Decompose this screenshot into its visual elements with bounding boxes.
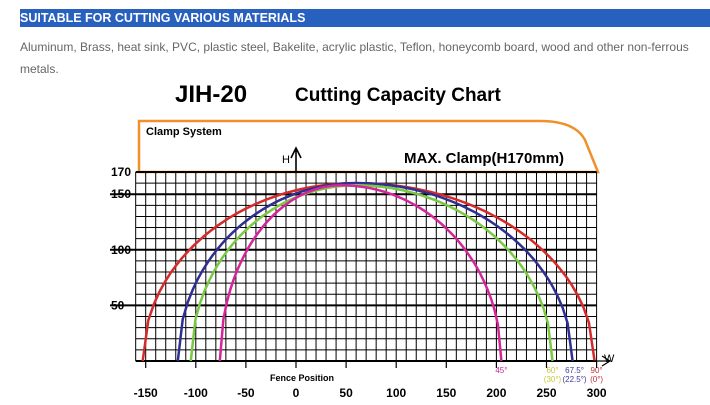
clamp-system-box xyxy=(137,119,600,174)
series-sub-angle-label: (30°) xyxy=(544,375,562,384)
clamp-label: Clamp System xyxy=(146,126,222,138)
up-arrow-icon xyxy=(290,146,302,172)
series-curve-2 xyxy=(189,184,554,362)
series-sub-angle-label: (0°) xyxy=(590,375,603,384)
section-description: Aluminum, Brass, heat sink, PVC, plastic… xyxy=(20,40,689,76)
y-tick-label: 100 xyxy=(111,243,131,257)
series-angle-label: 60° xyxy=(546,366,558,375)
series-angle-label: 67.5° xyxy=(565,366,584,375)
series-curve-3 xyxy=(218,184,503,362)
x-tick-label: 200 xyxy=(486,386,506,400)
x-tick-label: -150 xyxy=(134,386,158,400)
x-tick-label: -50 xyxy=(237,386,255,400)
x-tick-label: 150 xyxy=(436,386,456,400)
x-tick-label: 250 xyxy=(536,386,556,400)
section-header: SUITABLE FOR CUTTING VARIOUS MATERIALS xyxy=(20,9,710,27)
x-tick-label: 50 xyxy=(339,386,353,400)
x-tick-label: 100 xyxy=(386,386,406,400)
x-tick-label: 0 xyxy=(293,386,300,400)
series-sub-angle-label: (22.5°) xyxy=(562,375,586,384)
right-arrow-icon xyxy=(590,355,612,367)
clamp-max-label: MAX. Clamp(H170mm) xyxy=(404,150,564,167)
series-curve-1 xyxy=(176,181,574,362)
y-axis-letter: H xyxy=(282,154,290,166)
chart-title: Cutting Capacity Chart xyxy=(295,85,502,106)
y-tick-label: 150 xyxy=(111,187,131,201)
x-tick-label: 300 xyxy=(587,386,607,400)
model-title: JIH-20 xyxy=(175,81,247,108)
y-tick-label: 50 xyxy=(111,298,125,312)
series-angle-label: 90° xyxy=(591,366,603,375)
x-axis-label: Fence Position xyxy=(270,373,334,383)
x-axis-letter: W xyxy=(604,353,615,365)
series-angle-label: 45° xyxy=(495,366,507,375)
x-tick-label: -100 xyxy=(184,386,208,400)
y-tick-label: 170 xyxy=(111,165,131,179)
